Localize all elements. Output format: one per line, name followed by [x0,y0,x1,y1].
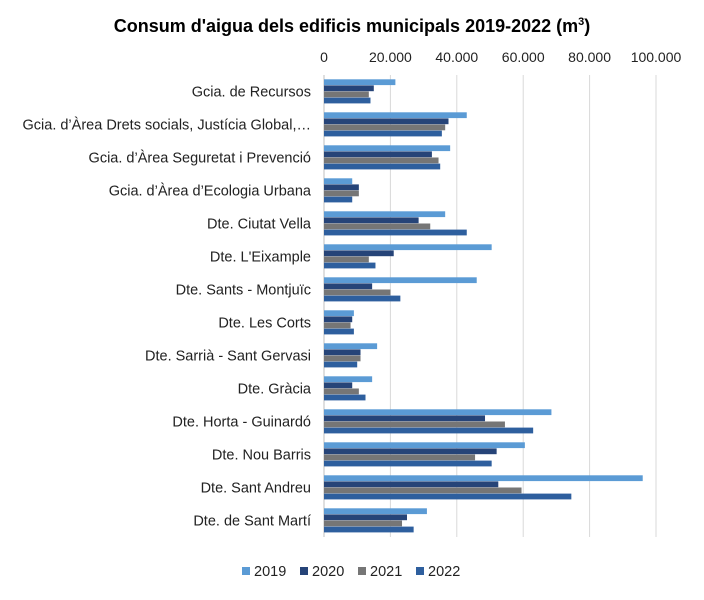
bar-2021 [324,289,391,296]
category-label: Dte. Nou Barris [212,448,311,464]
bar-2020 [324,85,374,92]
bar-2020 [324,316,353,323]
x-tick-label: 20.000 [369,49,412,65]
bar-2021 [324,520,403,527]
bar-2019 [324,79,396,86]
legend-swatch [358,567,366,575]
bar-2019 [324,244,492,251]
bar-2022 [324,196,353,203]
bar-2020 [324,250,394,257]
bar-2021 [324,223,431,230]
x-tick-label: 0 [320,49,328,65]
bar-2019 [324,112,467,119]
legend-swatch [242,567,250,575]
category-labels: Gcia. de Recursos Gcia. d’Àrea Drets soci… [23,85,312,530]
bar-2022 [324,163,441,170]
bar-2019 [324,475,643,482]
bar-2019 [324,442,525,449]
bar-2019 [324,409,552,416]
legend-label: 2021 [370,564,402,580]
bar-2020 [324,184,359,191]
bar-2020 [324,151,432,158]
bar-2022 [324,262,376,269]
category-label: Gcia. d’Àrea d’Ecologia Urbana [109,183,312,200]
category-label: Dte. de Sant Martí [193,514,311,530]
bar-2019 [324,508,427,515]
bar-2022 [324,493,572,500]
category-label: Dte. Sarrià - Sant Gervasi [145,349,311,365]
legend-swatch [416,567,424,575]
legend-label: 2019 [254,564,286,580]
chart-title-superscript: 3 [578,16,584,28]
legend: 2019 2020 2021 2022 [242,564,460,580]
bar-2019 [324,211,446,218]
bar-2021 [324,421,505,428]
category-label: Dte. Les Corts [218,316,311,332]
bar-2021 [324,454,476,461]
bar-2019 [324,145,451,152]
bar-2021 [324,256,369,263]
bar-2020 [324,283,373,290]
bar-2019 [324,343,378,350]
x-tick-label: 40.000 [435,49,478,65]
bar-2020 [324,118,449,125]
chart-title-suffix: ) [584,16,590,36]
category-label: Dte. Gràcia [238,382,312,398]
bar-2022 [324,427,534,434]
bar-2022 [324,361,358,368]
bar-2019 [324,376,373,383]
bar-2021 [324,190,359,197]
gridlines [323,75,657,537]
x-tick-label: 80.000 [568,49,611,65]
bar-2020 [324,514,407,521]
bar-2022 [324,460,492,467]
bars [324,79,643,533]
bar-2021 [324,124,446,131]
category-label: Gcia. d’Àrea Drets socials, Justícia Glo… [23,117,312,134]
legend-label: 2022 [428,564,460,580]
bar-2020 [324,415,486,422]
x-axis-ticks: 0 20.000 40.000 60.000 80.000 100.000 [320,49,681,65]
bar-2021 [324,355,361,362]
category-label: Dte. Sants - Montjuïc [176,283,311,299]
legend-swatch [300,567,308,575]
category-label: Dte. Sant Andreu [201,481,311,497]
bar-2021 [324,322,351,329]
bar-2022 [324,328,354,335]
bar-2020 [324,217,419,224]
bar-2022 [324,229,467,236]
bar-2022 [324,295,401,302]
category-label: Dte. Horta - Guinardó [172,415,311,431]
bar-2022 [324,130,442,137]
category-label: Dte. Ciutat Vella [207,217,312,233]
x-tick-label: 100.000 [631,49,682,65]
x-tick-label: 60.000 [502,49,545,65]
bar-2020 [324,349,361,356]
bar-2021 [324,487,522,494]
bar-2020 [324,382,353,389]
bar-2021 [324,91,369,98]
bar-2022 [324,394,366,401]
chart-title: Consum d'aigua dels edificis municipals … [114,16,591,36]
bar-2021 [324,157,439,164]
category-label: Gcia. d’Àrea Seguretat i Prevenció [89,150,311,167]
bar-2019 [324,178,353,185]
bar-2019 [324,310,354,317]
bar-2022 [324,526,414,533]
bar-2021 [324,388,359,395]
bar-2020 [324,448,497,455]
legend-label: 2020 [312,564,344,580]
bar-2020 [324,481,499,488]
bar-2019 [324,277,477,284]
category-label: Dte. L'Eixample [210,250,311,266]
category-label: Gcia. de Recursos [192,85,311,101]
bar-2022 [324,97,371,104]
